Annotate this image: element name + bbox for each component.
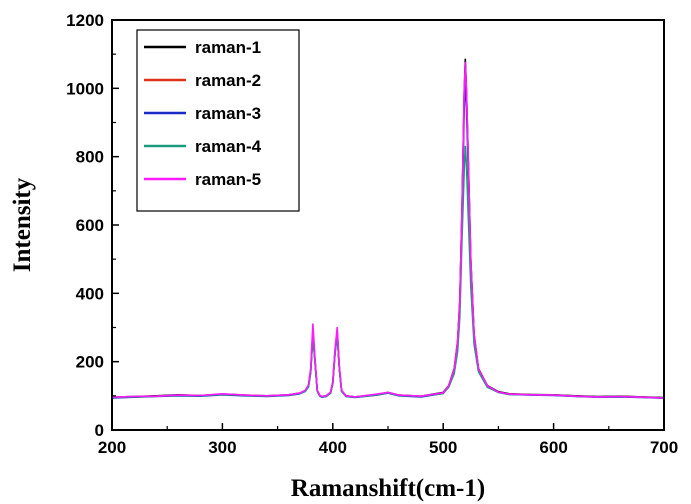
- x-tick-label: 700: [650, 438, 678, 457]
- legend-label-raman-1: raman-1: [195, 38, 261, 57]
- x-tick-label: 500: [429, 438, 457, 457]
- y-tick-label: 800: [76, 148, 104, 167]
- x-tick-label: 400: [319, 438, 347, 457]
- x-axis-ticks: 200 300 400 500 600 700: [98, 423, 678, 457]
- legend-box: [136, 29, 300, 212]
- y-tick-label: 1200: [66, 11, 104, 30]
- legend-label-raman-3: raman-3: [195, 104, 261, 123]
- legend-label-raman-5: raman-5: [195, 170, 261, 189]
- x-tick-label: 600: [539, 438, 567, 457]
- series-line-raman-5: [112, 61, 664, 399]
- x-axis-title: Ramanshift(cm-1): [291, 475, 485, 502]
- y-tick-label: 1000: [66, 79, 104, 98]
- y-axis-ticks: 0 200 400 600 800 1000 1200: [66, 11, 119, 440]
- legend: raman-1 raman-2 raman-3 raman-4 raman-5: [136, 29, 300, 212]
- series-layer: [112, 58, 664, 399]
- y-tick-label: 200: [76, 353, 104, 372]
- y-tick-label: 0: [95, 421, 104, 440]
- y-axis-title: Intensity: [9, 177, 36, 272]
- y-tick-label: 400: [76, 284, 104, 303]
- legend-label-raman-2: raman-2: [195, 71, 261, 90]
- x-tick-label: 300: [208, 438, 236, 457]
- x-tick-label: 200: [98, 438, 126, 457]
- y-tick-label: 600: [76, 216, 104, 235]
- legend-label-raman-4: raman-4: [195, 137, 262, 156]
